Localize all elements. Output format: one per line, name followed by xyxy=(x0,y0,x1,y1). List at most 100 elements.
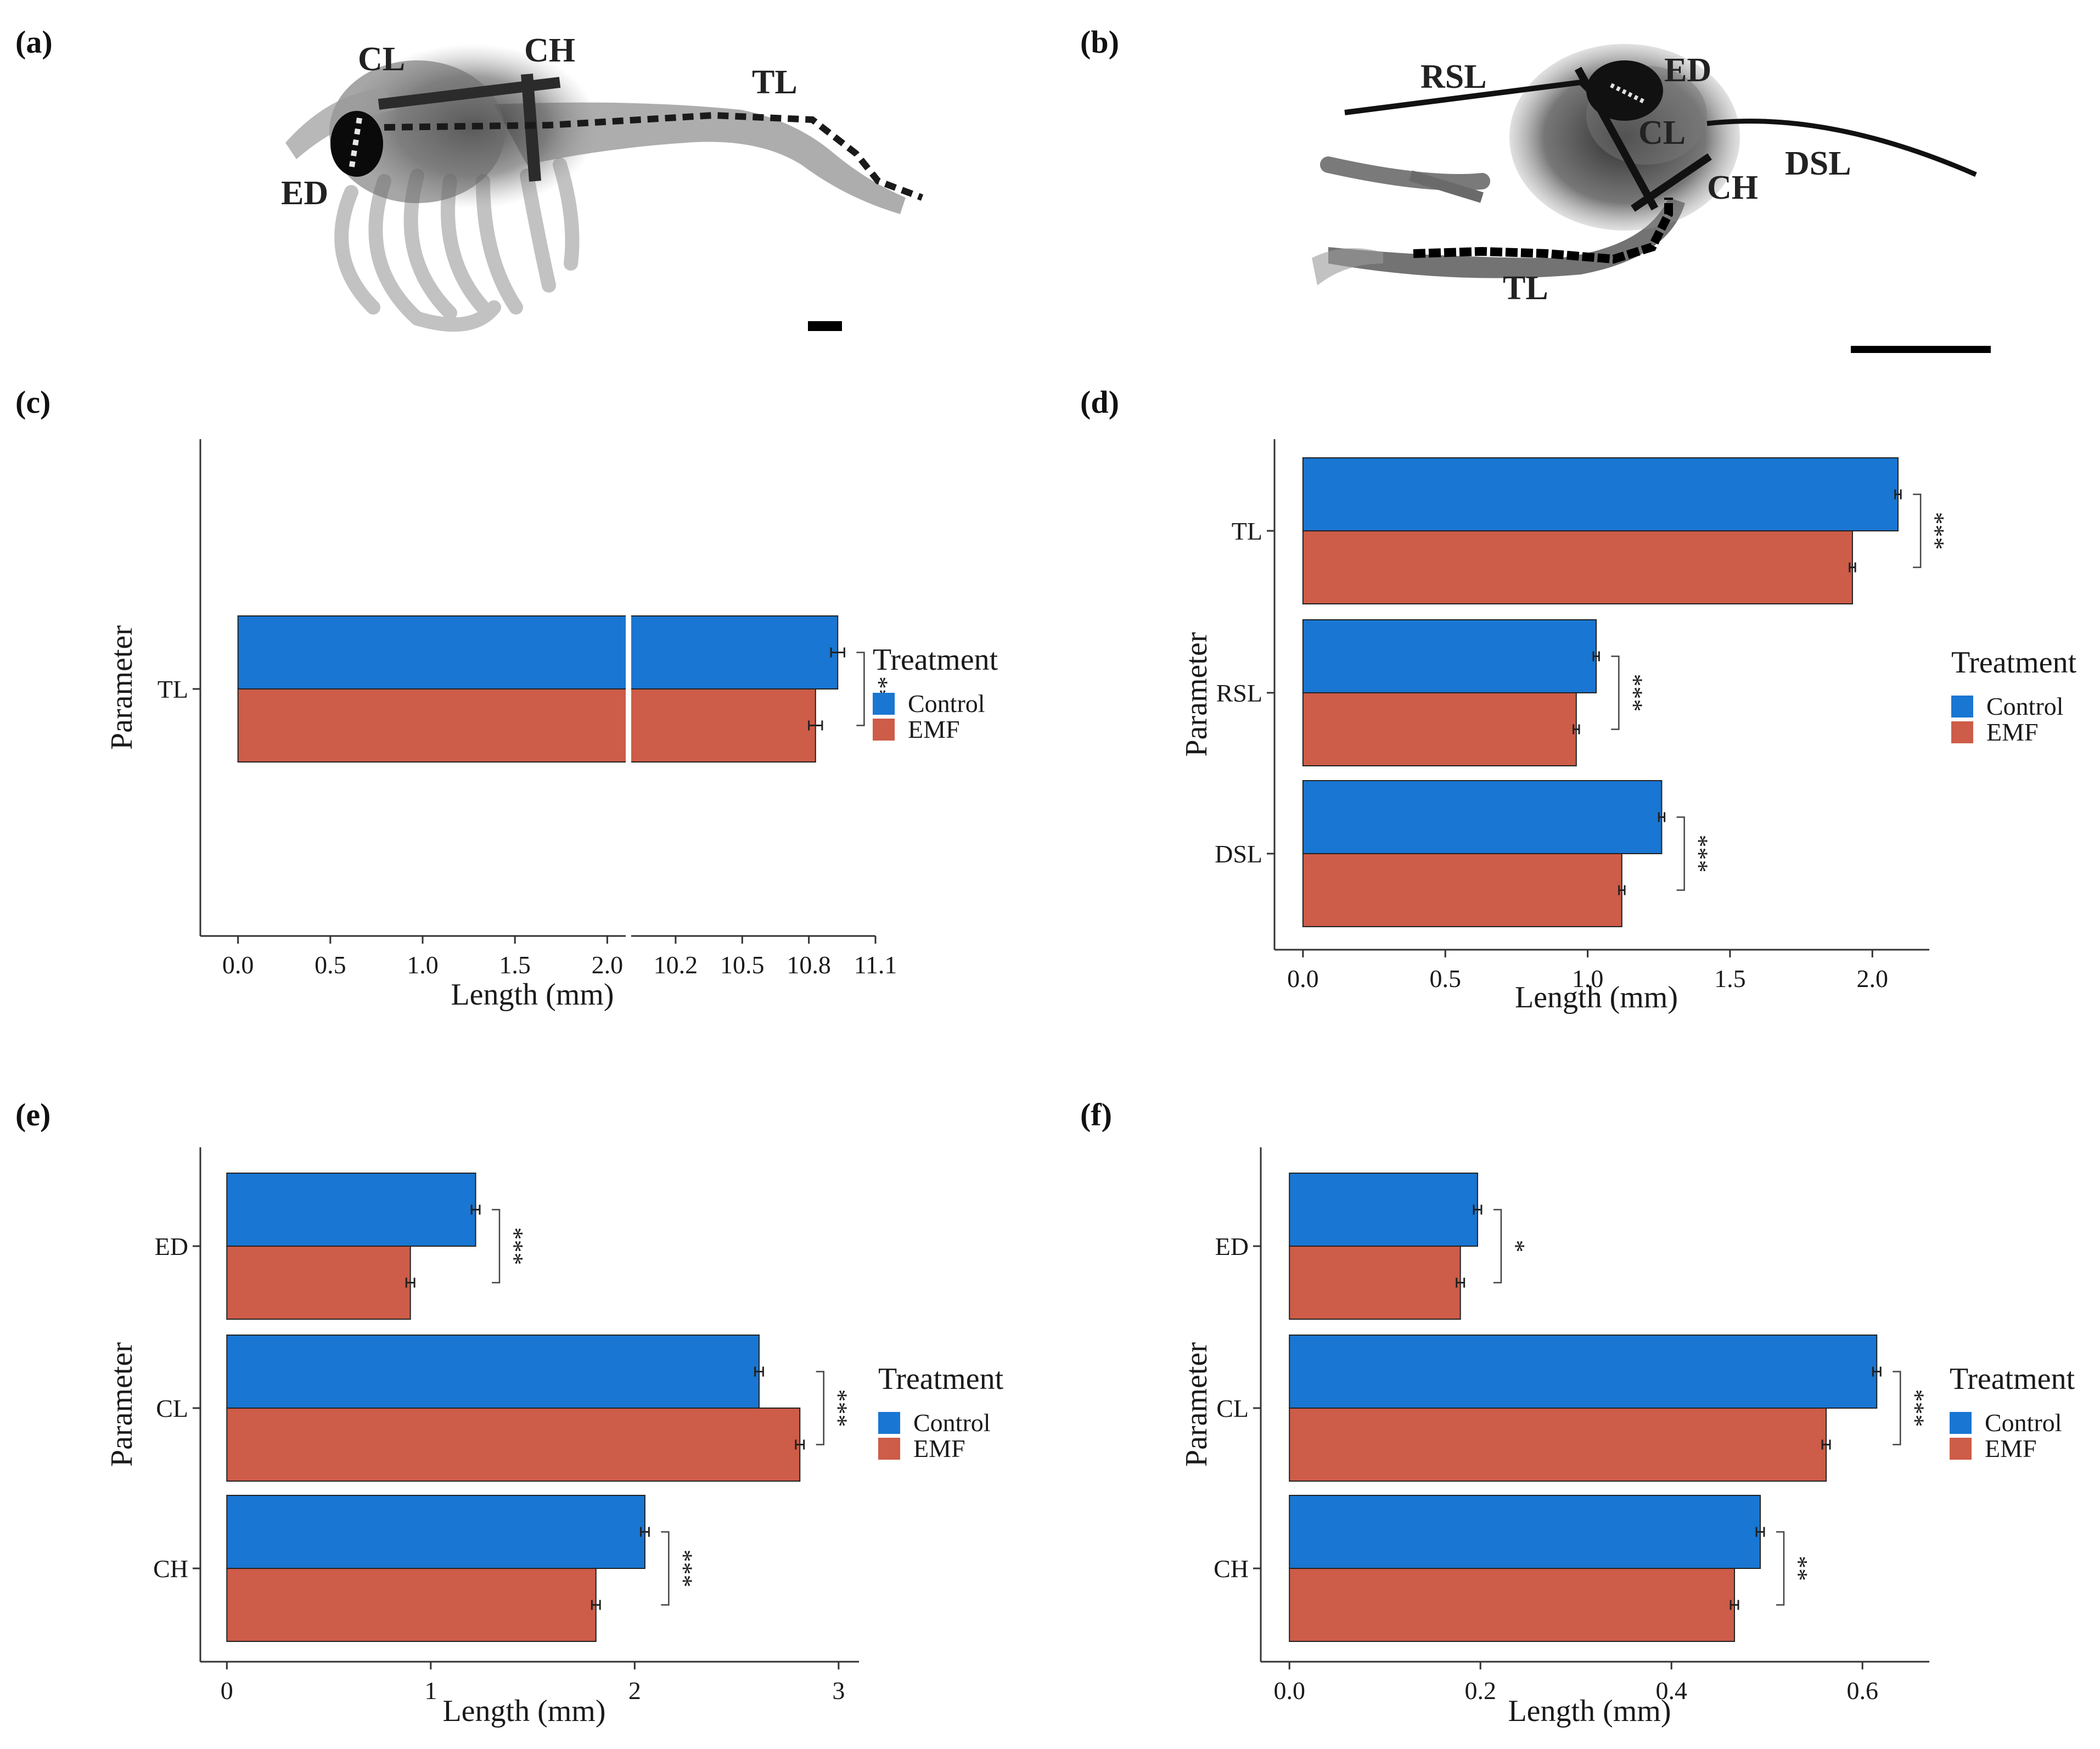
significance-stars: *** xyxy=(1686,835,1714,873)
legend-swatch-control xyxy=(878,1412,900,1434)
legend-swatch-emf xyxy=(878,1438,900,1460)
significance-stars: *** xyxy=(1620,674,1648,712)
bar-emf-cl xyxy=(1289,1408,1827,1482)
x-axis-title: Length (mm) xyxy=(451,978,614,1012)
label-b-ed: ED xyxy=(1664,52,1711,89)
x-tick-label: 0.5 xyxy=(315,951,346,979)
label-a-ed: ED xyxy=(281,175,328,212)
x-axis-title: Length (mm) xyxy=(442,1694,605,1728)
legend-label-emf: EMF xyxy=(913,1434,965,1462)
legend-label-emf: EMF xyxy=(1986,718,2039,746)
significance-stars: *** xyxy=(825,1389,853,1427)
label-b-cl: CL xyxy=(1638,114,1686,152)
panel-a: (a) xyxy=(15,24,924,332)
panel-a-label: (a) xyxy=(15,24,53,60)
legend-title: Treatment xyxy=(1951,646,2077,680)
significance-stars: *** xyxy=(670,1550,698,1588)
y-tick-label: ED xyxy=(155,1232,188,1260)
y-tick-label: ED xyxy=(1215,1232,1249,1260)
legend-title: Treatment xyxy=(873,643,998,677)
y-tick-label: RSL xyxy=(1216,679,1262,707)
significance-stars: *** xyxy=(1901,1389,1929,1427)
y-tick-label: TL xyxy=(1232,517,1262,545)
bar-control-cl xyxy=(226,1335,760,1409)
x-tick-label: 0.5 xyxy=(1429,965,1461,993)
significance-bracket xyxy=(661,1531,670,1606)
x-tick-label: 1 xyxy=(424,1677,437,1705)
significance-bracket xyxy=(1776,1531,1785,1606)
y-tick-label: CH xyxy=(153,1555,188,1583)
legend-swatch-control xyxy=(1950,1412,1972,1434)
y-axis-title: Parameter xyxy=(105,625,139,750)
x-tick-label: 2.0 xyxy=(1857,965,1889,993)
x-tick-label: 10.2 xyxy=(654,951,698,979)
chart-d: 0.0 0.5 1.0 1.5 2.0 TL *** RSL *** DSL *** Length (… xyxy=(1180,439,2077,1014)
scale-bar-a xyxy=(808,321,842,331)
legend-label-control: Control xyxy=(1985,1409,2062,1437)
x-tick-label: 10.8 xyxy=(787,951,831,979)
significance-bracket xyxy=(856,652,865,726)
x-tick-label: 10.5 xyxy=(720,951,765,979)
x-tick-label: 2 xyxy=(628,1677,641,1705)
axis-break xyxy=(626,439,631,938)
x-tick-label: 1.5 xyxy=(499,951,531,979)
bar-emf-tl xyxy=(237,688,816,763)
x-tick-label: 0.0 xyxy=(1273,1677,1305,1705)
y-tick-label: DSL xyxy=(1215,840,1262,868)
x-tick-label: 1.5 xyxy=(1714,965,1746,993)
legend-label-emf: EMF xyxy=(908,715,960,743)
significance-stars: * xyxy=(1502,1240,1530,1253)
bar-emf-ed xyxy=(1289,1246,1461,1320)
significance-stars: *** xyxy=(501,1227,529,1265)
bar-control-cl xyxy=(1289,1335,1878,1409)
bar-emf-cl xyxy=(226,1408,801,1482)
legend-label-control: Control xyxy=(913,1409,991,1437)
chart-c: 0.0 0.5 1.0 1.5 2.0 10.2 10.5 10.8 11.1TL **Lengt… xyxy=(105,439,998,1012)
significance-bracket xyxy=(1676,816,1685,891)
x-tick-label: 0 xyxy=(221,1677,233,1705)
legend-label-control: Control xyxy=(908,689,985,717)
y-axis-title: Parameter xyxy=(105,1342,139,1467)
scale-bar-b xyxy=(1851,346,1991,353)
x-tick-label: 0.0 xyxy=(1287,965,1319,993)
bar-emf-ch xyxy=(1289,1568,1736,1642)
bar-emf-tl xyxy=(1302,530,1853,604)
x-tick-label: 0.2 xyxy=(1464,1677,1496,1705)
larva-a-image xyxy=(285,44,924,332)
y-tick-label: CH xyxy=(1214,1555,1249,1583)
legend-title: Treatment xyxy=(878,1362,1004,1396)
bar-control-ch xyxy=(1289,1495,1761,1569)
label-b-ch: CH xyxy=(1707,169,1758,206)
bar-emf-ed xyxy=(226,1246,411,1320)
y-tick-label: TL xyxy=(158,675,188,703)
label-b-rsl: RSL xyxy=(1420,58,1487,96)
b-tl-measure-line xyxy=(1413,198,1673,264)
significance-bracket xyxy=(1611,655,1620,730)
legend-label-emf: EMF xyxy=(1985,1434,2037,1462)
x-tick-label: 0.6 xyxy=(1846,1677,1878,1705)
significance-bracket xyxy=(1913,494,1922,568)
significance-bracket xyxy=(1893,1371,1901,1445)
bar-control-dsl xyxy=(1302,780,1663,854)
significance-bracket xyxy=(1493,1209,1502,1283)
legend-title: Treatment xyxy=(1950,1362,2075,1396)
b-ch-measure-line xyxy=(1631,153,1712,212)
panel-c-label: (c) xyxy=(15,384,50,420)
x-tick-label: 11.1 xyxy=(854,951,897,979)
panel-d-label: (d) xyxy=(1080,384,1119,420)
significance-stars: ** xyxy=(1785,1556,1813,1581)
x-tick-label: 0.4 xyxy=(1655,1677,1687,1705)
panel-b-label: (b) xyxy=(1080,24,1119,60)
bar-control-ed xyxy=(1289,1173,1478,1247)
zoea-b-image xyxy=(1312,44,1991,353)
chart-f: 0.0 0.2 0.4 0.6 ED * CL *** CH ** Length (mm) Param… xyxy=(1180,1147,2075,1728)
legend-swatch-emf xyxy=(1950,1438,1972,1460)
label-a-cl: CL xyxy=(358,41,405,78)
panel-b: (b) RSL ED CL CH DSL TL xyxy=(1080,24,1991,353)
legend-swatch-emf xyxy=(1951,721,1973,743)
y-axis-title: Parameter xyxy=(1180,1342,1214,1467)
legend-label-control: Control xyxy=(1986,692,2064,720)
y-tick-label: CL xyxy=(1216,1394,1249,1422)
legend-swatch-emf xyxy=(873,719,895,741)
